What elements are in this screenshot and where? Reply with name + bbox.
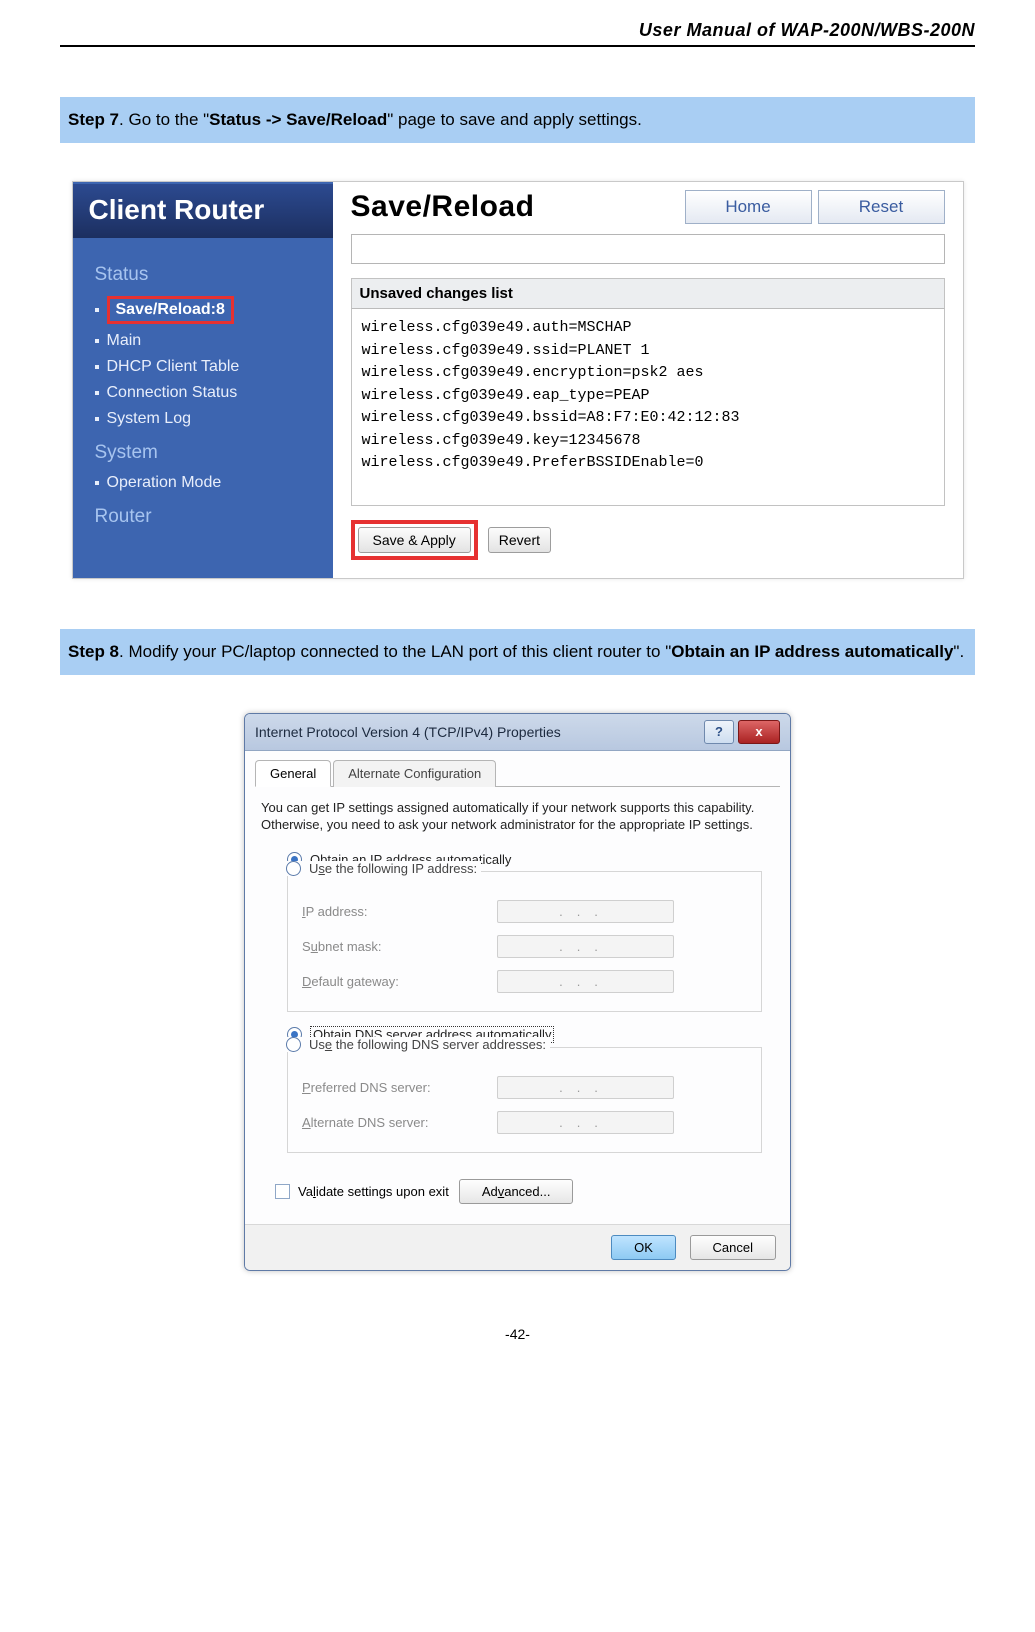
sidebar-item-conn[interactable]: Connection Status bbox=[73, 380, 333, 406]
ip-input[interactable]: ... bbox=[497, 900, 674, 923]
ok-button[interactable]: OK bbox=[611, 1235, 676, 1260]
router-brand: Client Router bbox=[73, 184, 333, 238]
step7-text-b: " page to save and apply settings. bbox=[387, 110, 642, 129]
label-ip: IP address: bbox=[302, 904, 497, 919]
save-apply-highlight: Save & Apply bbox=[351, 520, 478, 560]
radio-icon bbox=[286, 861, 301, 876]
ipv4-dialog: Internet Protocol Version 4 (TCP/IPv4) P… bbox=[244, 713, 791, 1271]
help-icon[interactable]: ? bbox=[704, 720, 734, 744]
step7-path: Status -> Save/Reload bbox=[209, 110, 387, 129]
sidebar-item-opmode[interactable]: Operation Mode bbox=[73, 470, 333, 496]
label-gateway: Default gateway: bbox=[302, 974, 497, 989]
validate-checkbox[interactable] bbox=[275, 1184, 290, 1199]
sidebar-item-dhcp[interactable]: DHCP Client Table bbox=[73, 354, 333, 380]
changes-title: Unsaved changes list bbox=[351, 278, 945, 309]
dialog-description: You can get IP settings assigned automat… bbox=[255, 799, 780, 848]
alt-dns-input[interactable]: ... bbox=[497, 1111, 674, 1134]
save-apply-button[interactable]: Save & Apply bbox=[358, 527, 471, 553]
router-page-title: Save/Reload bbox=[351, 190, 679, 224]
label-pref-dns: Preferred DNS server: bbox=[302, 1080, 497, 1095]
cancel-button[interactable]: Cancel bbox=[690, 1235, 776, 1260]
changes-list: wireless.cfg039e49.auth=MSCHAP wireless.… bbox=[351, 309, 945, 506]
close-icon[interactable]: x bbox=[738, 720, 780, 744]
step8-text-b: ". bbox=[953, 642, 964, 661]
step7-text-a: . Go to the " bbox=[119, 110, 209, 129]
router-main: Save/Reload Home Reset Unsaved changes l… bbox=[333, 182, 963, 578]
doc-title: User Manual of WAP-200N/WBS-200N bbox=[60, 20, 975, 41]
label-alt-dns: Alternate DNS server: bbox=[302, 1115, 497, 1130]
page-number: -42- bbox=[60, 1326, 975, 1362]
sidebar-item-main[interactable]: Main bbox=[73, 328, 333, 354]
tab-general[interactable]: General bbox=[255, 760, 331, 787]
sidebar-item-syslog[interactable]: System Log bbox=[73, 406, 333, 432]
step8-label: Step 8 bbox=[68, 642, 119, 661]
home-button[interactable]: Home bbox=[685, 190, 812, 224]
step8-bold: Obtain an IP address automatically bbox=[671, 642, 953, 661]
tab-alternate[interactable]: Alternate Configuration bbox=[333, 760, 496, 787]
step7-box: Step 7. Go to the "Status -> Save/Reload… bbox=[60, 97, 975, 143]
side-group-system: System bbox=[73, 432, 333, 470]
subnet-input[interactable]: ... bbox=[497, 935, 674, 958]
step8-text-a: . Modify your PC/laptop connected to the… bbox=[119, 642, 671, 661]
step7-label: Step 7 bbox=[68, 110, 119, 129]
dialog-title: Internet Protocol Version 4 (TCP/IPv4) P… bbox=[255, 724, 704, 740]
router-sidebar: Client Router Status Save/Reload:8 Main … bbox=[73, 182, 333, 578]
step8-box: Step 8. Modify your PC/laptop connected … bbox=[60, 629, 975, 675]
radio-icon bbox=[286, 1037, 301, 1052]
radio-use-dns[interactable]: Use the following DNS server addresses: bbox=[309, 1037, 546, 1052]
router-screenshot: Client Router Status Save/Reload:8 Main … bbox=[72, 181, 964, 579]
dns-fieldset: Use the following DNS server addresses: … bbox=[287, 1047, 762, 1153]
sidebar-item-save-reload[interactable]: Save/Reload:8 bbox=[73, 292, 333, 328]
revert-button[interactable]: Revert bbox=[488, 527, 551, 553]
advanced-button[interactable]: Advanced... bbox=[459, 1179, 574, 1204]
gateway-input[interactable]: ... bbox=[497, 970, 674, 993]
pref-dns-input[interactable]: ... bbox=[497, 1076, 674, 1099]
label-subnet: Subnet mask: bbox=[302, 939, 497, 954]
validate-label: Validate settings upon exit bbox=[298, 1184, 449, 1199]
dialog-titlebar: Internet Protocol Version 4 (TCP/IPv4) P… bbox=[245, 714, 790, 751]
reset-button[interactable]: Reset bbox=[818, 190, 945, 224]
side-group-router: Router bbox=[73, 496, 333, 534]
blank-bar bbox=[351, 234, 945, 264]
radio-use-ip[interactable]: Use the following IP address: bbox=[309, 861, 477, 876]
side-group-status: Status bbox=[73, 254, 333, 292]
ip-fieldset: Use the following IP address: IP address… bbox=[287, 871, 762, 1012]
